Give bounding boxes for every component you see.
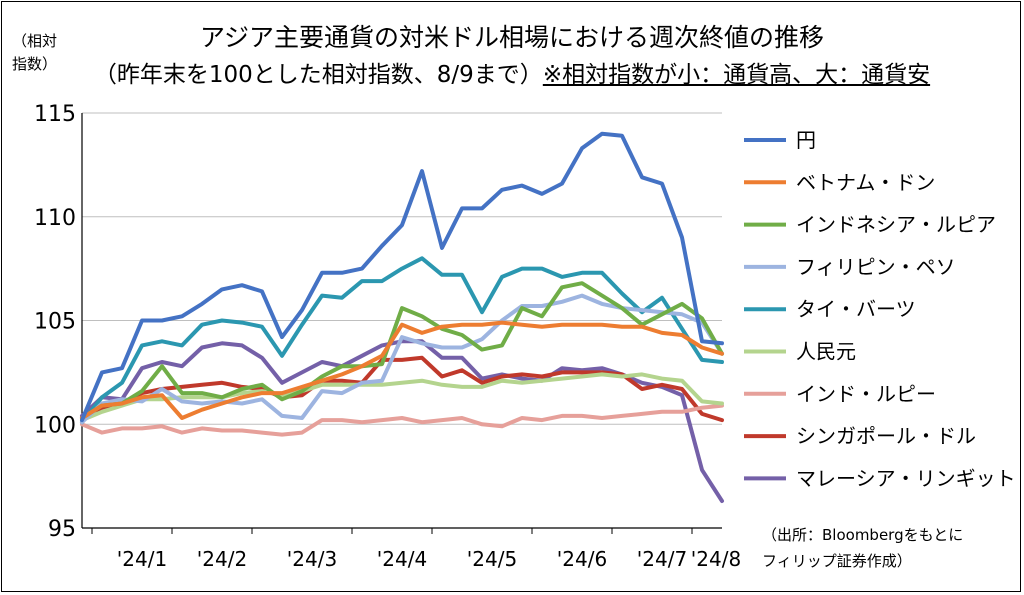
source-line2: フィリップ証券作成） [762, 552, 912, 570]
x-tick-label: '24/8 [691, 547, 741, 571]
x-tick-label: '24/1 [117, 547, 167, 571]
legend-label: フィリピン・ペソ [796, 255, 956, 279]
x-tick-label: '24/7 [637, 547, 687, 571]
y-axis-label-line2: 指数） [12, 55, 58, 73]
series-line-4 [80, 293, 724, 425]
y-axis-label-line1: （相対 [12, 32, 58, 50]
legend-label: シンガポール・ドル [796, 424, 976, 448]
legend-label: 人民元 [796, 340, 856, 364]
x-tick-label: '24/5 [467, 547, 517, 571]
source-note: （出所：Bloombergをもとに フィリップ証券作成） [762, 522, 963, 574]
legend-label: 円 [796, 128, 816, 152]
series-line-8 [80, 355, 724, 423]
x-tick-label: '24/3 [287, 547, 337, 571]
x-tick-label: '24/2 [197, 547, 247, 571]
series-line-6 [80, 372, 724, 423]
series-line-5 [80, 256, 724, 425]
y-tick-label: 95 [48, 517, 76, 542]
y-tick-label: 105 [34, 310, 76, 335]
legend-label: インド・ルピー [796, 382, 936, 406]
y-tick-label: 100 [34, 413, 76, 438]
x-tick-label: '24/6 [557, 547, 607, 571]
legend-label: インドネシア・ルピア [796, 213, 996, 237]
series-line-3 [80, 281, 724, 420]
legend-label: ベトナム・ドン [796, 170, 935, 194]
series-line-2 [80, 320, 724, 420]
chart-subtitle: （昨年末を100とした相対指数、8/9まで）※相対指数が小：通貨高、大：通貨安 [0, 55, 1024, 89]
y-tick-label: 110 [34, 206, 76, 231]
y-axis-label: （相対 指数） [12, 30, 57, 76]
series-line-7 [80, 403, 724, 437]
series-line-1 [80, 131, 724, 423]
legend-label: マレーシア・リンギット [796, 466, 1016, 490]
series-line-9 [80, 339, 724, 503]
x-tick-label: '24/4 [377, 547, 427, 571]
source-line1: （出所：Bloombergをもとに [762, 526, 964, 544]
y-tick-label: 115 [34, 102, 76, 127]
chart-title: アジア主要通貨の対米ドル相場における週次終値の推移 [199, 23, 824, 52]
subtitle-main: （昨年末を100とした相対指数、8/9まで） [93, 62, 543, 88]
legend-label: タイ・バーツ [796, 297, 916, 321]
subtitle-note: ※相対指数が小：通貨高、大：通貨安 [542, 62, 931, 88]
